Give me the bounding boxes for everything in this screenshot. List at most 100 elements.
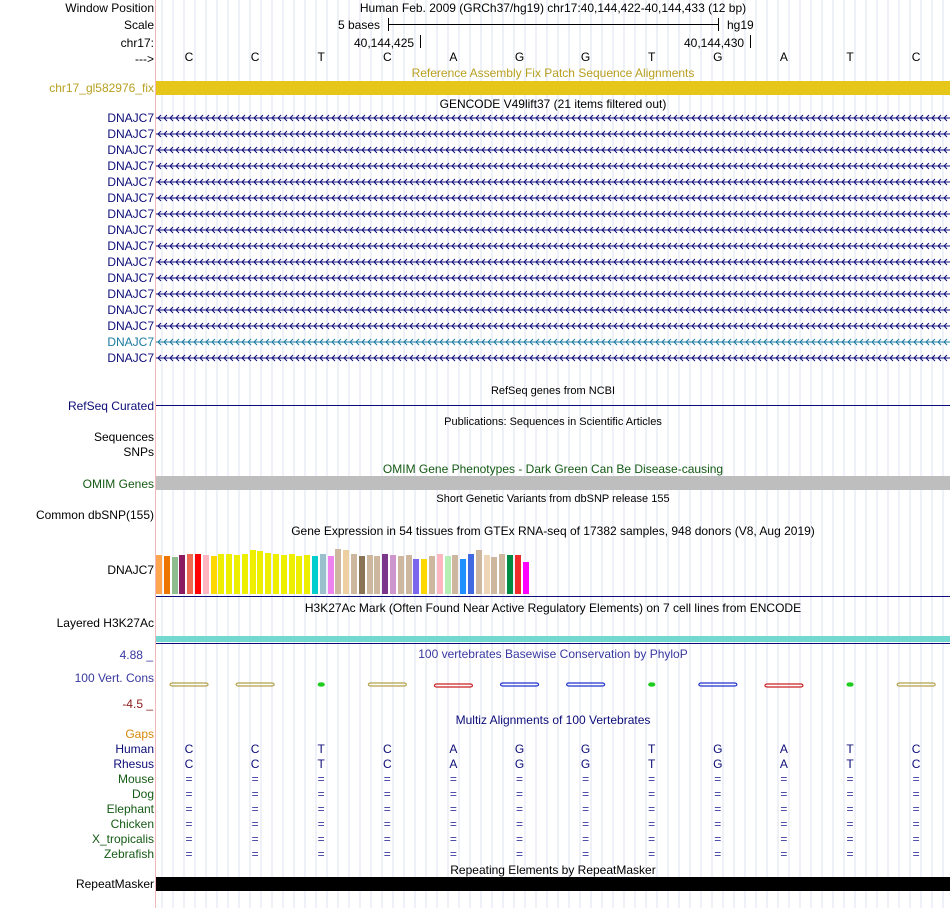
gtex-tissue-bar[interactable] (195, 554, 201, 594)
gtex-tissue-bar[interactable] (382, 554, 389, 594)
gencode-gene-label[interactable]: DNAJC7 (107, 335, 154, 349)
gtex-track-label[interactable]: DNAJC7 (107, 563, 154, 577)
gtex-tissue-bar[interactable] (234, 555, 240, 594)
gencode-gene-label[interactable]: DNAJC7 (107, 223, 154, 237)
refseq-track-label[interactable]: RefSeq Curated (67, 399, 154, 413)
fix-track-title[interactable]: Reference Assembly Fix Patch Sequence Al… (411, 66, 695, 80)
multiz-species-label[interactable]: Zebrafish (103, 847, 154, 861)
gtex-tissue-bars[interactable] (156, 538, 556, 594)
gtex-tissue-bar[interactable] (249, 550, 256, 594)
gtex-tissue-bar[interactable] (522, 562, 529, 594)
phylop-track-title[interactable]: 100 vertebrates Basewise Conservation by… (418, 647, 688, 661)
gtex-tissue-bar[interactable] (343, 550, 350, 594)
gencode-gene-label[interactable]: DNAJC7 (107, 159, 154, 173)
h3k27ac-track-label[interactable]: Layered H3K27Ac (56, 616, 154, 630)
gtex-tissue-bar[interactable] (304, 555, 311, 594)
gtex-tissue-bar[interactable] (319, 554, 326, 594)
gtex-tissue-bar[interactable] (468, 554, 474, 594)
gencode-gene-label[interactable]: DNAJC7 (107, 143, 154, 157)
gtex-tissue-bar[interactable] (460, 559, 467, 594)
gtex-tissue-bar[interactable] (156, 555, 162, 594)
gtex-tissue-bar[interactable] (374, 556, 381, 594)
gtex-tissue-bar[interactable] (452, 555, 459, 594)
gtex-tissue-bar[interactable] (171, 557, 178, 594)
repeatmasker-bar[interactable] (156, 877, 950, 891)
refseq-track-title[interactable]: RefSeq genes from NCBI (490, 385, 616, 397)
gtex-tissue-bar[interactable] (421, 559, 428, 594)
gtex-tissue-bar[interactable] (483, 555, 490, 594)
gtex-tissue-bar[interactable] (273, 554, 279, 594)
multiz-species-label[interactable]: Rhesus (113, 757, 154, 771)
gencode-gene-label[interactable]: DNAJC7 (107, 303, 154, 317)
dbsnp-track-label[interactable]: Common dbSNP(155) (35, 508, 154, 522)
multiz-species-label[interactable]: Elephant (106, 802, 154, 816)
gtex-tissue-bar[interactable] (405, 555, 412, 594)
gtex-tissue-bar[interactable] (514, 555, 521, 594)
omim-track-title[interactable]: OMIM Gene Phenotypes - Dark Green Can Be… (382, 462, 724, 476)
repeatmasker-track-title[interactable]: Repeating Elements by RepeatMasker (450, 863, 656, 877)
gencode-gene-label[interactable]: DNAJC7 (107, 127, 154, 141)
phylop-conservation-plot[interactable] (156, 678, 950, 692)
gtex-tissue-bar[interactable] (179, 555, 186, 594)
gtex-tissue-bar[interactable] (327, 556, 334, 594)
gtex-tissue-bar[interactable] (429, 556, 435, 594)
gtex-tissue-bar[interactable] (218, 554, 225, 594)
gtex-tissue-bar[interactable] (444, 556, 451, 594)
gtex-tissue-bar[interactable] (436, 554, 443, 594)
gtex-tissue-bar[interactable] (241, 554, 248, 594)
gtex-tissue-bar[interactable] (335, 549, 342, 594)
repeatmasker-track-label[interactable]: RepeatMasker (75, 877, 154, 891)
multiz-species-label[interactable]: Chicken (110, 817, 154, 831)
gtex-tissue-bar[interactable] (296, 556, 303, 594)
publications-track-title[interactable]: Publications: Sequences in Scientific Ar… (444, 416, 662, 428)
gencode-gene-label[interactable]: DNAJC7 (107, 287, 154, 301)
gencode-gene-label[interactable]: DNAJC7 (107, 191, 154, 205)
gencode-gene-label[interactable]: DNAJC7 (107, 319, 154, 333)
gtex-tissue-bar[interactable] (210, 556, 217, 594)
multiz-species-label[interactable]: X_tropicalis (91, 832, 154, 846)
gtex-tissue-bar[interactable] (312, 556, 318, 594)
dbsnp-track-title[interactable]: Short Genetic Variants from dbSNP releas… (436, 493, 670, 505)
gtex-tissue-bar[interactable] (499, 554, 506, 594)
gencode-gene-label[interactable]: DNAJC7 (107, 239, 154, 253)
fix-track-label[interactable]: chr17_gl582976_fix (49, 81, 154, 95)
multiz-species-label[interactable]: Mouse (117, 772, 154, 786)
gtex-tissue-bar[interactable] (475, 550, 482, 594)
gtex-tissue-bar[interactable] (288, 554, 295, 594)
h3k27ac-track-title[interactable]: H3K27Ac Mark (Often Found Near Active Re… (304, 601, 802, 615)
gencode-track-title[interactable]: GENCODE V49lift37 (21 items filtered out… (439, 97, 667, 111)
multiz-species-label[interactable]: Human (115, 742, 154, 756)
publications-label-snps[interactable]: SNPs (123, 445, 154, 459)
gencode-gene-label[interactable]: DNAJC7 (107, 207, 154, 221)
gtex-tissue-bar[interactable] (187, 554, 194, 594)
gencode-gene-label[interactable]: DNAJC7 (107, 111, 154, 125)
gtex-tissue-bar[interactable] (507, 555, 513, 594)
gtex-tissue-bar[interactable] (413, 559, 420, 594)
gtex-track-title[interactable]: Gene Expression in 54 tissues from GTEx … (291, 524, 815, 538)
gtex-tissue-bar[interactable] (397, 556, 404, 594)
gencode-gene-label[interactable]: DNAJC7 (107, 255, 154, 269)
multiz-species-label[interactable]: Dog (131, 787, 154, 801)
fix-patch-bar[interactable] (156, 81, 950, 95)
phylop-track-label[interactable]: 100 Vert. Cons (74, 671, 154, 685)
gencode-gene-label[interactable]: DNAJC7 (107, 351, 154, 365)
gtex-tissue-bar[interactable] (226, 554, 233, 594)
h3k27ac-signal[interactable] (156, 636, 950, 642)
gtex-tissue-bar[interactable] (358, 556, 365, 594)
gtex-tissue-bar[interactable] (265, 553, 272, 594)
gtex-tissue-bar[interactable] (491, 557, 498, 594)
gtex-tissue-bar[interactable] (351, 554, 357, 594)
gtex-tissue-bar[interactable] (390, 555, 396, 594)
gencode-transcripts[interactable] (156, 111, 950, 383)
gtex-tissue-bar[interactable] (163, 556, 170, 594)
multiz-gaps-label[interactable]: Gaps (125, 727, 154, 741)
gencode-gene-label[interactable]: DNAJC7 (107, 175, 154, 189)
publications-label-sequences[interactable]: Sequences (93, 430, 154, 444)
gtex-tissue-bar[interactable] (257, 551, 264, 594)
multiz-track-title[interactable]: Multiz Alignments of 100 Vertebrates (455, 713, 651, 727)
gtex-tissue-bar[interactable] (202, 555, 209, 594)
gencode-gene-label[interactable]: DNAJC7 (107, 271, 154, 285)
omim-track-label[interactable]: OMIM Genes (82, 477, 154, 491)
gtex-tissue-bar[interactable] (280, 555, 287, 594)
gtex-tissue-bar[interactable] (366, 555, 373, 594)
